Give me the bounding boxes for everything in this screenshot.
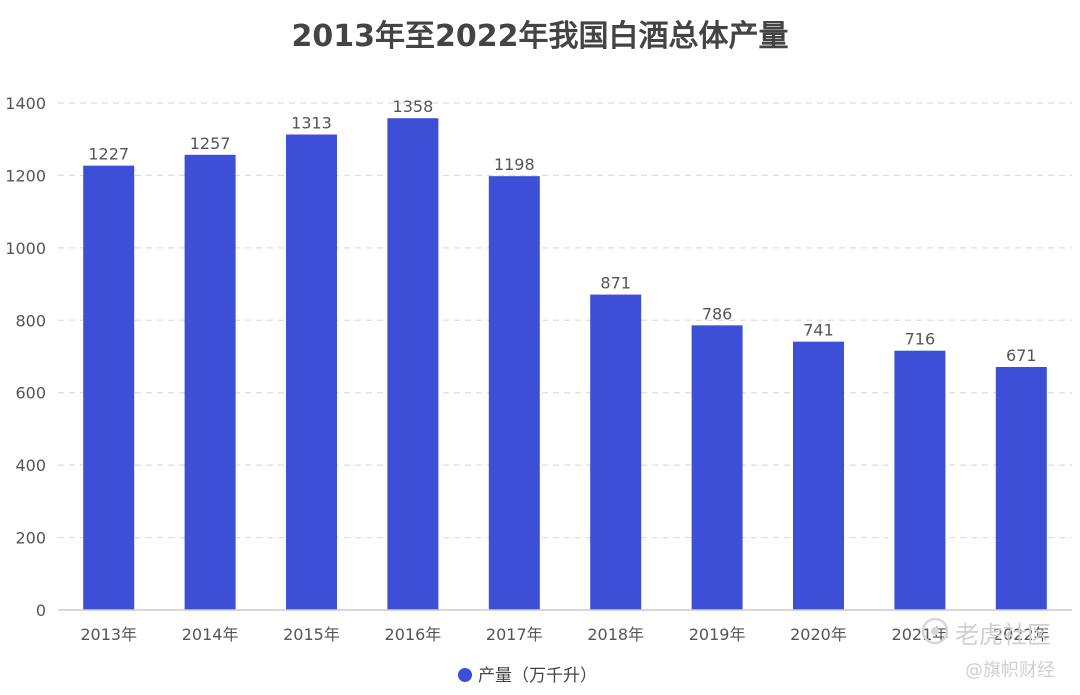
bar[interactable]: [184, 154, 236, 610]
data-label: 671: [1006, 346, 1037, 365]
x-tick-label: 2022年: [993, 625, 1050, 644]
y-tick-label: 1000: [5, 239, 46, 258]
y-tick-label: 600: [15, 384, 46, 403]
bar[interactable]: [387, 118, 439, 611]
x-tick-label: 2020年: [790, 625, 847, 644]
watermark-tiger-community: 老虎社区: [955, 621, 1051, 649]
watermark-source: @旗帜财经: [965, 660, 1055, 681]
y-tick-label: 1200: [5, 166, 46, 185]
bar[interactable]: [793, 341, 844, 610]
bar[interactable]: [995, 367, 1047, 610]
y-tick-label: 200: [15, 529, 46, 548]
legend[interactable]: 产量（万千升）: [458, 666, 597, 686]
x-tick-label: 2014年: [182, 625, 239, 644]
x-tick-label: 2017年: [486, 625, 543, 644]
y-tick-label: 0: [36, 601, 46, 620]
x-tick-label: 2018年: [587, 625, 644, 644]
y-tick-label: 400: [15, 456, 46, 475]
y-tick-label: 1400: [5, 94, 46, 113]
watermark: 老虎社区 @旗帜财经: [921, 617, 1055, 681]
bar[interactable]: [488, 176, 540, 610]
data-label: 741: [803, 321, 834, 340]
bar[interactable]: [286, 134, 337, 611]
tiger-logo-icon: [921, 617, 949, 645]
x-tick-label: 2019年: [689, 625, 746, 644]
bar[interactable]: [691, 325, 743, 610]
legend-label-output: 产量（万千升）: [478, 666, 597, 686]
y-tick-label: 800: [15, 311, 46, 330]
data-label: 1257: [190, 134, 231, 153]
x-tick-label: 2015年: [283, 625, 340, 644]
x-axis-ticks: 2013年 2014年 2015年 2016年 2017年 2018年 2019年 2020年…: [80, 625, 1049, 644]
data-label: 786: [702, 304, 733, 323]
data-label: 716: [905, 330, 936, 349]
bars: [83, 118, 1047, 611]
chart-title: 2013年至2022年我国白酒总体产量: [292, 19, 789, 54]
legend-marker: [458, 668, 472, 682]
data-label: 1358: [393, 97, 434, 116]
bar[interactable]: [83, 165, 135, 611]
data-label: 1227: [88, 145, 129, 164]
data-label: 1313: [291, 114, 332, 133]
data-label: 871: [600, 274, 631, 293]
data-labels: 1227 1257 1313 1358 1198 871 786 741 716 671: [88, 97, 1036, 365]
data-label: 1198: [494, 155, 535, 174]
x-tick-label: 2016年: [385, 625, 442, 644]
x-tick-label: 2013年: [80, 625, 137, 644]
y-axis-ticks: 0 200 400 600 800 1000 1200 1400: [5, 94, 46, 620]
bar[interactable]: [590, 294, 642, 610]
bar[interactable]: [894, 350, 946, 610]
